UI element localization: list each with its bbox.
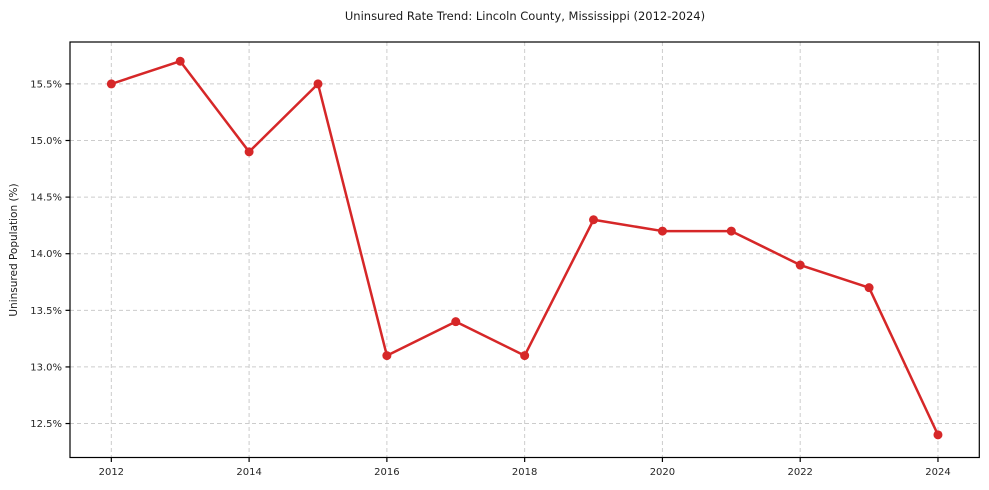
- data-point-marker: [933, 430, 943, 440]
- y-tick-label: 12.5%: [30, 419, 62, 430]
- y-tick-label: 14.5%: [30, 193, 62, 204]
- data-point-marker: [382, 351, 392, 361]
- x-tick-label: 2012: [99, 467, 124, 478]
- chart-title: Uninsured Rate Trend: Lincoln County, Mi…: [344, 9, 706, 23]
- x-tick-label: 2020: [650, 467, 675, 478]
- data-point-marker: [795, 260, 805, 270]
- data-point-marker: [106, 79, 116, 89]
- y-tick-label: 13.0%: [30, 362, 62, 373]
- data-point-marker: [657, 226, 667, 236]
- x-tick-label: 2022: [787, 467, 812, 478]
- data-point-marker: [244, 147, 254, 157]
- data-point-marker: [520, 351, 530, 361]
- data-point-marker: [175, 56, 185, 66]
- y-tick-label: 15.5%: [30, 79, 62, 90]
- data-point-marker: [589, 215, 599, 225]
- y-tick-label: 15.0%: [30, 136, 62, 147]
- y-tick-label: 13.5%: [30, 306, 62, 317]
- x-tick-label: 2014: [236, 467, 261, 478]
- data-point-marker: [451, 317, 461, 327]
- x-tick-label: 2024: [925, 467, 950, 478]
- data-point-marker: [313, 79, 323, 89]
- data-point-marker: [864, 283, 874, 293]
- x-tick-label: 2016: [374, 467, 399, 478]
- x-tick-label: 2018: [512, 467, 537, 478]
- y-tick-label: 14.0%: [30, 249, 62, 260]
- y-axis-label: Uninsured Population (%): [8, 183, 20, 317]
- data-point-marker: [726, 226, 736, 236]
